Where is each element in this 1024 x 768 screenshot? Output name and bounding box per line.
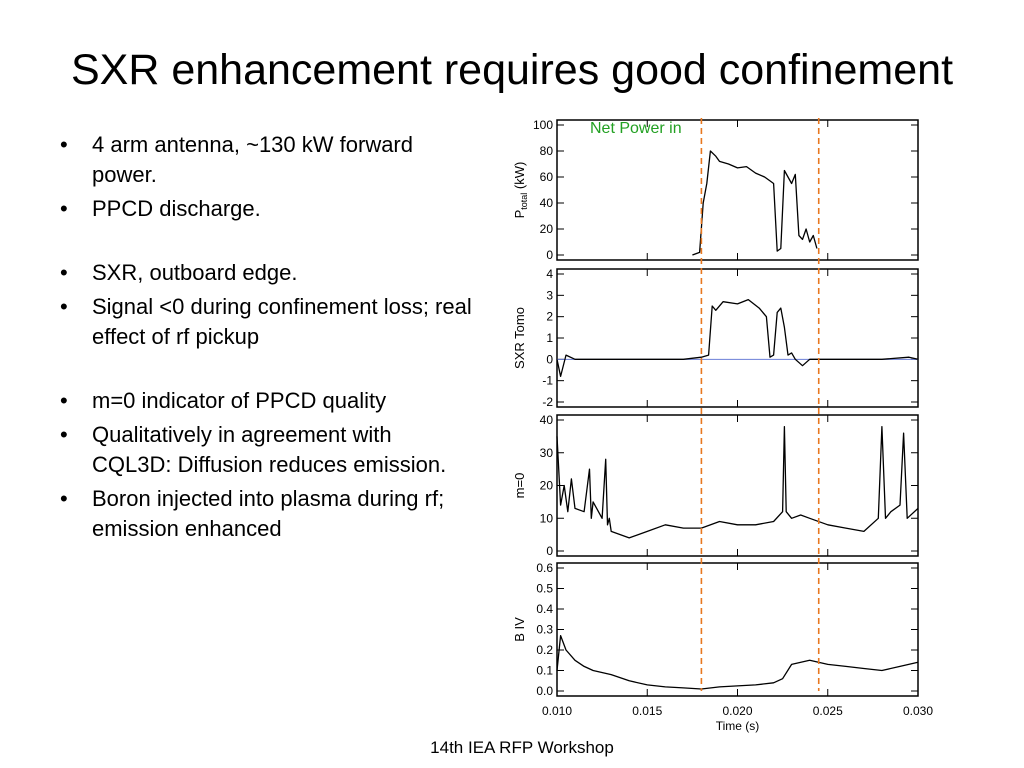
y-axis-label: Ptotal (kW) — [512, 162, 529, 219]
panel-frame — [556, 414, 919, 557]
series-line — [556, 425, 919, 539]
y-tick-label: 0 — [546, 544, 553, 558]
bullet-list: 4 arm antenna, ~130 kW forward power. PP… — [55, 130, 475, 548]
y-tick-label: 0.1 — [536, 664, 553, 678]
y-tick-label: 80 — [540, 144, 554, 158]
y-tick-label: 0 — [546, 352, 553, 366]
y-tick-label: 3 — [546, 288, 553, 302]
y-tick-label: 30 — [540, 446, 554, 460]
y-tick-label: 20 — [540, 479, 554, 493]
y-tick-label: 40 — [540, 413, 554, 427]
bullet-item: m=0 indicator of PPCD quality — [55, 386, 475, 416]
y-axis-label: SXR Tomo — [512, 307, 527, 369]
y-tick-label: 60 — [540, 170, 554, 184]
y-axis-label-subscript: total — [519, 193, 529, 210]
y-tick-label: 20 — [540, 222, 554, 236]
y-tick-label: 2 — [546, 310, 553, 324]
y-tick-label: 100 — [533, 118, 553, 132]
y-tick-label: -2 — [542, 395, 553, 409]
y-tick-label: 0.0 — [536, 684, 553, 698]
y-tick-label: -1 — [542, 374, 553, 388]
series-line — [556, 634, 919, 690]
y-tick-label: 40 — [540, 196, 554, 210]
bullet-item: Signal <0 during confinement loss; real … — [55, 292, 475, 352]
y-tick-label: 0.3 — [536, 623, 553, 637]
bullet-item: Qualitatively in agreement with CQL3D: D… — [55, 420, 475, 480]
footer-text: 14th IEA RFP Workshop — [430, 738, 614, 757]
y-tick-label: 0.5 — [536, 582, 553, 596]
y-tick-label: 0.4 — [536, 602, 553, 616]
bullet-item: 4 arm antenna, ~130 kW forward power. — [55, 130, 475, 190]
bullet-item: SXR, outboard edge. — [55, 258, 475, 288]
x-tick-label: 0.020 — [722, 704, 752, 718]
x-tick-label: 0.010 — [542, 704, 572, 718]
x-axis-label: Time (s) — [716, 719, 760, 733]
y-tick-label: 10 — [540, 511, 554, 525]
y-axis-label-unit: (kW) — [512, 162, 527, 193]
x-tick-label: 0.015 — [632, 704, 662, 718]
slide-title: SXR enhancement requires good confinemen… — [70, 46, 954, 94]
y-axis-label: B IV — [512, 617, 527, 642]
panel-frame — [556, 562, 919, 697]
bullet-item: PPCD discharge. — [55, 194, 475, 224]
y-axis-label: m=0 — [512, 473, 527, 499]
x-tick-label: 0.025 — [813, 704, 843, 718]
y-tick-label: 4 — [546, 267, 553, 281]
x-tick-label: 0.030 — [903, 704, 933, 718]
y-tick-label: 0.2 — [536, 643, 553, 657]
series-line — [692, 150, 818, 256]
net-power-annotation: Net Power in — [590, 120, 682, 137]
panel-frame — [556, 119, 919, 261]
series-line — [556, 298, 919, 378]
bullet-item: Boron injected into plasma during rf; em… — [55, 484, 475, 544]
y-tick-label: 0.6 — [536, 561, 553, 575]
y-tick-label: 0 — [546, 248, 553, 262]
y-tick-label: 1 — [546, 331, 553, 345]
panel-frame — [556, 268, 919, 408]
